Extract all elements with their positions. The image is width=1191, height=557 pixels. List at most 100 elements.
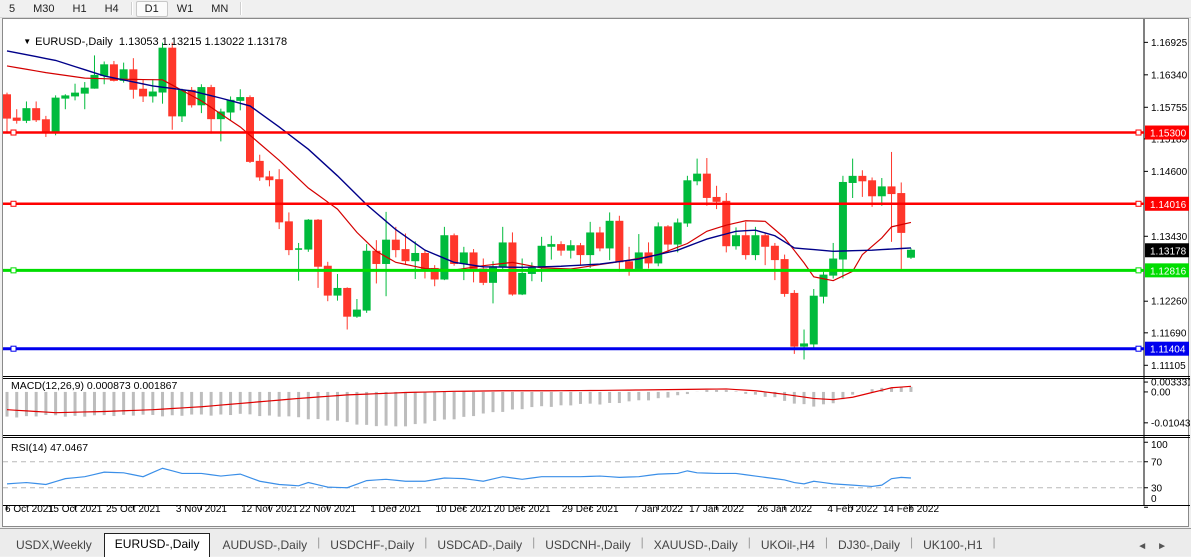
price-badge-label: 1.13178 <box>1150 246 1187 257</box>
tab-audusd-daily[interactable]: AUDUSD-,Daily <box>222 538 308 552</box>
candle-bear <box>275 179 284 223</box>
candle-bull <box>683 180 692 224</box>
candle-bull <box>877 186 886 197</box>
candle-bull <box>51 97 60 134</box>
date-axis-label: 12 Nov 2021 <box>241 504 298 515</box>
candle-bull <box>216 111 225 120</box>
candle-bear <box>868 180 877 197</box>
candle-bull <box>605 220 614 249</box>
chart-title-symbol: EURUSD-,Daily <box>35 36 113 48</box>
candle-bear <box>780 259 789 294</box>
date-axis-label: 17 Jan 2022 <box>689 504 744 515</box>
candle-bull <box>751 235 760 256</box>
line-handle[interactable] <box>10 200 17 207</box>
price-axis-label: 1.14600 <box>1151 167 1188 178</box>
timeframe-button-m30[interactable]: M30 <box>33 2 55 15</box>
tab-scroll-right-icon[interactable]: ► <box>1157 541 1177 552</box>
price-axis-label: 1.16925 <box>1151 38 1188 49</box>
candle-bull <box>800 343 809 347</box>
tab-dj30-daily[interactable]: DJ30-,Daily <box>837 538 900 552</box>
candle-bear <box>450 235 459 264</box>
rsi-line <box>6 467 912 489</box>
date-axis-label: 14 Feb 2022 <box>883 504 940 515</box>
candle-bull <box>906 249 915 258</box>
line-handle[interactable] <box>1135 200 1142 207</box>
candle-bull <box>732 235 740 247</box>
tab-scroll-arrows: ◄► <box>1137 541 1191 556</box>
timeframe-button-h4[interactable]: H4 <box>104 2 119 15</box>
candle-bear <box>139 88 148 97</box>
line-handle[interactable] <box>10 129 17 136</box>
toolbar-separator <box>240 2 243 15</box>
macd-indicator-label: MACD(12,26,9) 0.000873 0.001867 <box>11 380 178 392</box>
price-badge <box>1145 341 1189 356</box>
tab-separator: | <box>424 534 428 549</box>
chart-title[interactable]: ▼ EURUSD-,Daily 1.13053 1.13215 1.13022 1… <box>11 24 287 60</box>
line-handle[interactable] <box>1135 345 1142 352</box>
candle-bull <box>634 252 643 269</box>
candle-bull <box>304 219 313 250</box>
candle-bear <box>314 219 323 267</box>
moving-average-slow <box>6 50 911 269</box>
tab-usdx-weekly[interactable]: USDX,Weekly <box>16 538 92 552</box>
date-axis-label: 15 Oct 2021 <box>48 504 103 515</box>
line-handle[interactable] <box>10 267 17 274</box>
price-axis-label: 1.15755 <box>1151 103 1188 114</box>
rsi-axis-label: 70 <box>1151 457 1163 468</box>
date-axis-label: 20 Dec 2021 <box>494 504 551 515</box>
price-badge-label: 1.11404 <box>1150 345 1186 356</box>
chart-window: 1.16925 1.16340 1.15755 1.15185 1.14600 1.134… <box>2 18 1190 527</box>
candle-bull <box>100 64 109 76</box>
chevron-down-icon[interactable]: ▼ <box>23 37 32 46</box>
rsi-indicator-label: RSI(14) 47.0467 <box>11 442 89 454</box>
candle-bull <box>819 274 828 297</box>
line-handle[interactable] <box>1135 267 1142 274</box>
timeframe-button-m5[interactable]: 5 <box>9 2 16 15</box>
date-axis-label: 22 Nov 2021 <box>299 504 356 515</box>
tab-scroll-left-icon[interactable]: ◄ <box>1137 541 1158 552</box>
candle-bull <box>838 181 847 260</box>
candle-bull <box>362 250 371 311</box>
price-axis-label: 1.15185 <box>1151 134 1188 145</box>
tab-uk100-h1[interactable]: UK100-,H1 <box>923 538 983 552</box>
rsi-axis-label: 30 <box>1151 483 1163 494</box>
tab-eurusd-daily[interactable]: EURUSD-,Daily <box>103 533 211 557</box>
candle-bear <box>32 108 41 121</box>
chart-title-ohlc: 1.13053 1.13215 1.13022 1.13178 <box>118 36 288 48</box>
candle-bear <box>722 200 731 247</box>
candle-bull <box>829 258 838 276</box>
tab-usdchf-daily[interactable]: USDCHF-,Daily <box>330 538 415 552</box>
timeframe-button-h1[interactable]: H1 <box>72 2 87 15</box>
price-badge <box>1145 243 1189 258</box>
candle-bear <box>557 244 566 251</box>
line-handle[interactable] <box>10 345 17 352</box>
tab-xauusd-daily[interactable]: XAUUSD-,Daily <box>653 538 738 552</box>
price-axis-label: 1.11690 <box>1151 328 1187 339</box>
candle-bear <box>858 175 867 182</box>
candle-bull <box>197 87 206 106</box>
line-handle[interactable] <box>1135 129 1142 136</box>
candle-bear <box>576 245 585 256</box>
candle-bull <box>71 92 80 97</box>
timeframe-button-d1[interactable]: D1 <box>135 0 168 17</box>
tab-separator: | <box>532 534 536 549</box>
candle-bull <box>352 309 361 317</box>
tab-usdcad-daily[interactable]: USDCAD-,Daily <box>437 538 523 552</box>
candle-bear <box>168 47 177 117</box>
date-axis-label: 29 Dec 2021 <box>562 504 619 515</box>
candle-bear <box>625 261 634 269</box>
candle-bull <box>382 239 391 264</box>
candle-bull <box>459 252 468 264</box>
candle-bear <box>265 176 274 181</box>
tab-ukoil-h4[interactable]: UKOil-,H4 <box>760 538 815 552</box>
date-axis-label: 3 Nov 2021 <box>176 504 228 515</box>
price-badge <box>1145 263 1189 278</box>
timeframe-button-mn[interactable]: MN <box>211 2 229 15</box>
candle-bear <box>741 235 750 256</box>
timeframe-button-w1[interactable]: W1 <box>176 2 194 15</box>
chart-canvas[interactable]: 1.16925 1.16340 1.15755 1.15185 1.14600 1.134… <box>3 19 1190 526</box>
candle-bull <box>586 232 595 256</box>
candle-bear <box>712 196 721 202</box>
candle-bull <box>537 245 546 268</box>
tab-usdcnh-daily[interactable]: USDCNH-,Daily <box>545 538 631 552</box>
